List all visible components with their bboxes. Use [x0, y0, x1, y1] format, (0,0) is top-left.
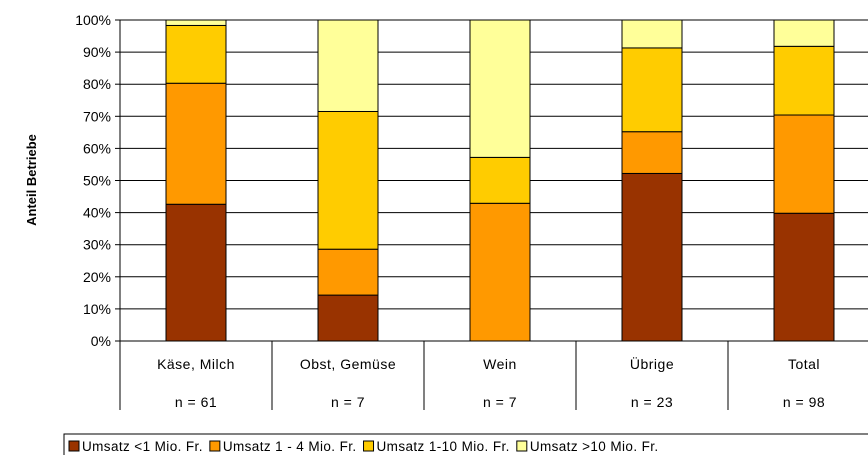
y-axis-label: Anteil Betriebe: [24, 134, 39, 226]
axes: [119, 20, 868, 342]
category-label: Wein: [483, 356, 517, 372]
legend: Umsatz <1 Mio. Fr. Umsatz 1 - 4 Mio. Fr. U…: [63, 433, 868, 455]
y-tick-label: 30%: [83, 237, 111, 253]
bar-segment: [469, 156, 531, 204]
legend-entry: Umsatz >10 Mio. Fr.: [530, 439, 659, 454]
bar-segment: [317, 19, 379, 112]
bar-segment: [165, 24, 227, 84]
legend-entry: Umsatz 1-10 Mio. Fr.: [377, 439, 510, 454]
bar-segment: [773, 19, 835, 47]
legend-swatch: [363, 440, 375, 452]
y-tick-label: 10%: [83, 301, 111, 317]
bar-segment: [469, 19, 531, 158]
legend-box: [63, 433, 868, 455]
y-tick-label: 70%: [83, 108, 111, 124]
bars: [165, 19, 835, 342]
legend-swatch: [209, 440, 221, 452]
category-label: Total: [788, 356, 820, 372]
bar-segment: [773, 45, 835, 116]
bar-segment: [621, 47, 683, 133]
y-tick-label: 20%: [83, 269, 111, 285]
y-tick-label: 80%: [83, 76, 111, 92]
category-count: n = 61: [175, 394, 217, 410]
bar-segment: [317, 248, 379, 296]
legend-swatch: [68, 440, 80, 452]
category-label: Übrige: [630, 355, 674, 372]
category-table: Käse, Milch n = 61 Obst, Gemüse n = 7 Wein n …: [119, 341, 825, 410]
legend-entry: Umsatz 1 - 4 Mio. Fr.: [223, 439, 357, 454]
bar-segment: [621, 19, 683, 49]
y-tick-label: 100%: [75, 12, 111, 28]
category-label: Käse, Milch: [157, 356, 235, 372]
bar-segment: [165, 203, 227, 342]
y-tick-labels: 0% 10% 20% 30% 40% 50% 60% 70% 80% 90% 100%: [75, 12, 111, 349]
y-tick-label: 60%: [83, 140, 111, 156]
y-tick-label: 90%: [83, 44, 111, 60]
bar-segment: [165, 82, 227, 205]
category-count: n = 23: [631, 394, 673, 410]
category-label: Obst, Gemüse: [300, 356, 396, 372]
category-count: n = 7: [331, 394, 365, 410]
bar-segment: [165, 19, 227, 26]
category-count: n = 98: [783, 394, 825, 410]
bar-segment: [317, 110, 379, 250]
y-tick-label: 0%: [91, 333, 111, 349]
y-tick-label: 40%: [83, 205, 111, 221]
category-count: n = 7: [483, 394, 517, 410]
bar-segment: [621, 172, 683, 342]
y-tick-label: 50%: [83, 173, 111, 189]
bar-segment: [621, 131, 683, 174]
bar-segment: [773, 114, 835, 214]
legend-entry: Umsatz <1 Mio. Fr.: [82, 439, 203, 454]
bar-segment: [773, 212, 835, 342]
bar-segment: [469, 202, 531, 342]
bar-segment: [317, 294, 379, 342]
legend-swatch: [516, 440, 528, 452]
